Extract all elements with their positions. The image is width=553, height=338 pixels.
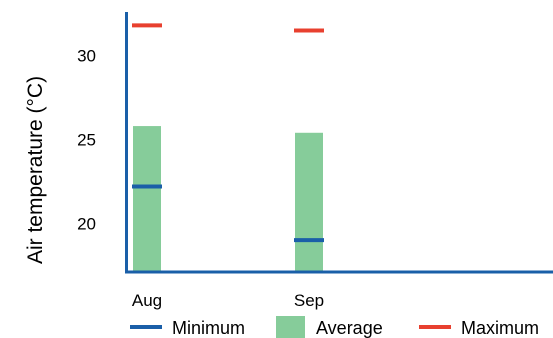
legend-swatch-average xyxy=(276,316,305,338)
y-tick-label-30: 30 xyxy=(77,47,96,66)
y-axis-ticks: 20 25 30 xyxy=(77,47,96,234)
legend: Minimum Average Maximum xyxy=(130,316,539,338)
x-axis-labels: Aug Sep xyxy=(132,291,324,310)
maximum-markers xyxy=(132,23,324,33)
y-axis-label: Air temperature (°C) xyxy=(24,76,47,264)
legend-label-average: Average xyxy=(316,318,383,338)
minimum-markers xyxy=(132,184,324,243)
average-bar-sep xyxy=(295,132,323,272)
y-tick-label-20: 20 xyxy=(77,214,96,233)
x-tick-label-sep: Sep xyxy=(294,291,324,310)
average-bars xyxy=(133,126,323,272)
legend-label-maximum: Maximum xyxy=(461,318,539,338)
x-tick-label-aug: Aug xyxy=(132,291,162,310)
y-tick-label-25: 25 xyxy=(77,130,96,149)
legend-label-minimum: Minimum xyxy=(172,318,245,338)
average-bar-aug xyxy=(133,126,161,272)
